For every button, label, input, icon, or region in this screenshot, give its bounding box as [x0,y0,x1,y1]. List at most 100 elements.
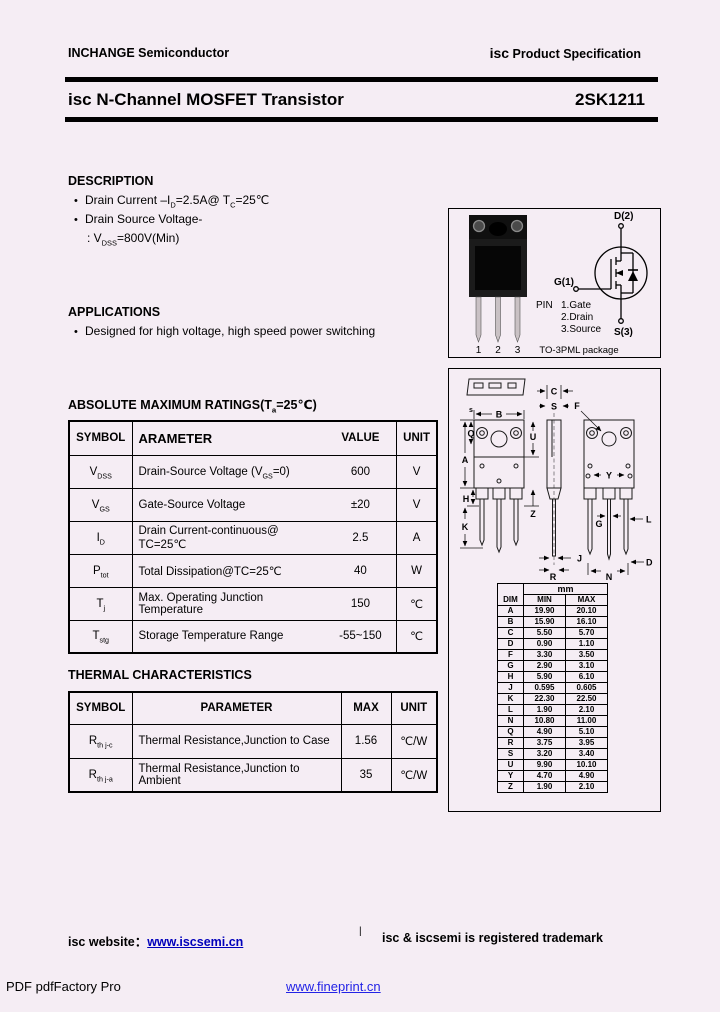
mechanical-outline-box: B A Q U H K Z C S s F Y G L J R D N mm [448,368,661,812]
thermal-table: SYMBOL PARAMETER MAX UNIT Rth j-c Therma… [68,691,438,793]
desc-b3-post: =800V(Min) [116,231,180,245]
unit-cell: W [396,553,437,588]
footer-website: isc website：www.iscsemi.cn [68,931,243,950]
desc-b1-sub2: C [230,200,236,210]
value-cell: 2.5 [324,520,397,555]
website-label: isc website： [68,935,148,949]
abs-max-heading-sub: a [271,405,277,415]
package-name: TO-3PML package [539,345,618,356]
col-min: MIN [523,594,566,606]
company-name: INCHANGE Semiconductor [68,46,230,60]
applications-b1: Designed for high voltage, high speed po… [85,324,376,338]
dim-table-unit-row: mm [497,583,608,595]
fineprint-link[interactable]: www.fineprint.cn [286,979,381,994]
terminal-gate-label: G(1) [554,277,574,288]
symbol-cell: ID [69,520,133,555]
parameter-cell: Thermal Resistance,Junction to Case [132,723,341,759]
dim-row: A 19.90 20.10 [497,605,608,617]
dim-row: N 10.80 11.00 [497,715,608,727]
abs-max-row-id: ID Drain Current-continuous@ TC=25℃ 2.5 … [69,520,437,555]
unit-cell: ℃/W [391,723,437,759]
dim-label-Z: Z [530,509,536,519]
header-symbol: SYMBOL [69,420,133,456]
desc-b2: Drain Source Voltage- [85,212,203,226]
thermal-header-row: SYMBOL PARAMETER MAX UNIT [69,691,437,725]
bullet-icon: • [74,326,78,338]
symbol-cell: VGS [69,487,133,522]
pin-number-3: 3 [515,345,521,356]
package-pinout-box: 1 2 3 PIN 1.Gate 2.Drain 3.Source TO-3PM… [448,208,661,358]
dim-label-S: S [551,402,557,412]
abs-max-header-row: SYMBOL ARAMETER VALUE UNIT [69,420,437,456]
col-max: MAX [565,594,608,606]
description-line-3: : VDSS=800V(Min) [87,231,180,247]
pin-number-1: 1 [476,345,482,356]
parameter-cell: Max. Operating Junction Temperature [132,586,325,621]
spec-label: isc Product Specification [490,45,641,61]
parameter-cell: Drain-Source Voltage (VGS=0) [132,454,325,489]
applications-heading: APPLICATIONS [68,305,161,319]
trademark-note: isc & iscsemi is registered trademark [382,931,603,945]
symbol-cell: Tj [69,586,133,621]
dim-row: Y 4.70 4.90 [497,770,608,782]
mosfet-symbol [573,223,648,324]
dim-row: S 3.20 3.40 [497,748,608,760]
dim-row: L 1.90 2.10 [497,704,608,716]
abs-max-row-vdss: VDSS Drain-Source Voltage (VGS=0) 600 V [69,454,437,489]
bullet-icon: • [74,195,78,207]
abs-max-row-tstg: Tstg Storage Temperature Range -55~150 ℃ [69,619,437,654]
dim-table-header-row: DIM MIN MAX [497,594,608,606]
dimension-lines [460,385,644,575]
pin-word: PIN [536,300,553,311]
applications-line-1: • Designed for high voltage, high speed p… [74,324,375,338]
dim-label-G: G [595,519,602,529]
description-heading: DESCRIPTION [68,174,154,188]
parameter-cell: Total Dissipation@TC=25℃ [132,553,325,588]
dim-label-N: N [606,572,613,582]
dim-unit-header: mm [523,583,608,595]
dim-label-Y: Y [606,471,612,481]
unit-cell: ℃/W [391,757,437,793]
symbol-cell: Rth j-a [69,757,133,793]
pin-drain-label: 2.Drain [561,312,593,323]
header-value: VALUE [324,420,397,456]
dim-label-D: D [646,558,653,568]
terminal-drain-label: D(2) [614,211,633,222]
symbol-cell: Rth j-c [69,723,133,759]
dim-row: J 0.595 0.605 [497,682,608,694]
parameter-cell: Storage Temperature Range [132,619,325,654]
header-unit: UNIT [391,691,437,725]
col-dim: DIM [497,594,524,606]
description-line-2: • Drain Source Voltage- [74,212,202,226]
unit-cell: A [396,520,437,555]
dim-label-s-small: s [469,407,473,414]
dim-row: C 5.50 5.70 [497,627,608,639]
abs-max-row-vgs: VGS Gate-Source Voltage ±20 V [69,487,437,522]
bullet-icon: • [74,214,78,226]
header-unit: UNIT [396,420,437,456]
dim-label-J: J [577,554,582,564]
dim-label-F: F [574,401,580,411]
desc-b1-mid: =2.5A@ T [175,193,231,207]
dim-label-U: U [530,432,537,442]
parameter-cell: Gate-Source Voltage [132,487,325,522]
unit-cell: ℃ [396,586,437,621]
dim-label-Q: Q [467,429,474,439]
website-link[interactable]: www.iscsemi.cn [147,935,244,949]
desc-b1-sub: D [170,200,176,210]
dim-label-A: A [462,455,469,465]
dim-label-B: B [496,410,503,420]
abs-max-heading: ABSOLUTE MAXIMUM RATINGS(Ta=25℃) [68,397,317,415]
part-number: 2SK1211 [575,90,645,109]
dim-row: Q 4.90 5.10 [497,726,608,738]
abs-max-heading-post: =25℃) [276,398,317,412]
header-max: MAX [340,691,392,725]
value-cell: -55~150 [324,619,397,654]
dim-row: H 5.90 6.10 [497,671,608,683]
thermal-row-jc: Rth j-c Thermal Resistance,Junction to C… [69,723,437,759]
spec-label-rest: Product Specification [509,47,642,61]
dim-row: G 2.90 3.10 [497,660,608,672]
dim-row: U 9.90 10.10 [497,759,608,771]
dim-row: D 0.90 1.10 [497,638,608,650]
